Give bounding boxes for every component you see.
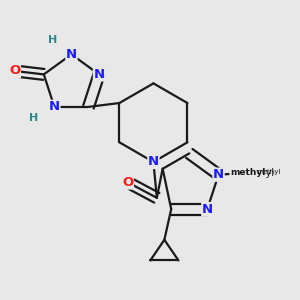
Text: methyl: methyl (256, 169, 280, 175)
Text: N: N (202, 202, 213, 215)
Text: H: H (29, 113, 38, 123)
Text: N: N (66, 48, 77, 61)
Text: N: N (213, 168, 224, 181)
Text: methyl: methyl (230, 169, 265, 178)
Text: N: N (148, 155, 159, 169)
Text: N: N (49, 100, 60, 113)
Text: N: N (94, 68, 105, 81)
Text: methyl: methyl (240, 168, 274, 178)
Text: O: O (122, 176, 134, 189)
Text: H: H (48, 35, 57, 45)
Text: O: O (9, 64, 20, 77)
